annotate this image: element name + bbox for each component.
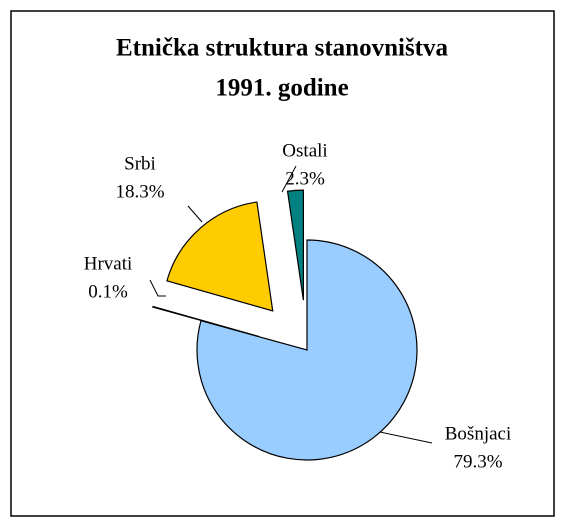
chart-title: 1991. godine xyxy=(215,75,348,102)
slice-label: Ostali xyxy=(282,140,327,161)
slice-label: Hrvati xyxy=(84,253,133,274)
leader-line xyxy=(187,205,203,223)
slice-label: Srbi xyxy=(124,153,156,174)
leader-line xyxy=(281,165,297,193)
slice-value-label: 2.3% xyxy=(285,168,325,189)
leader-line xyxy=(149,279,166,297)
pie-slice xyxy=(152,305,260,338)
slice-label: Bošnjaci xyxy=(445,423,512,444)
chart-title: Etnička struktura stanovništva xyxy=(116,35,448,62)
slice-value-label: 0.1% xyxy=(88,281,128,302)
slice-value-label: 18.3% xyxy=(115,181,164,202)
pie-slice xyxy=(196,239,418,461)
pie-slice xyxy=(286,189,304,301)
pie-slice xyxy=(166,201,274,312)
slice-value-label: 79.3% xyxy=(453,451,502,472)
leader-line xyxy=(379,431,433,444)
